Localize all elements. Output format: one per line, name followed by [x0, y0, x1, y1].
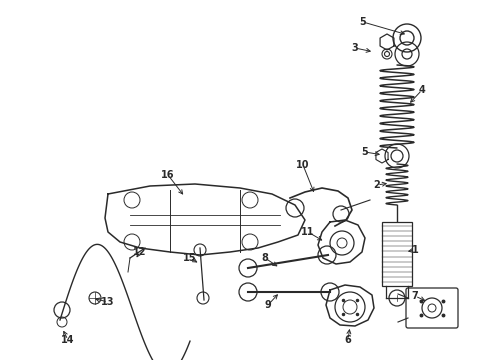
Text: 8: 8 [262, 253, 269, 263]
Text: 6: 6 [344, 335, 351, 345]
Text: 14: 14 [61, 335, 75, 345]
Text: 7: 7 [412, 291, 418, 301]
Text: 11: 11 [301, 227, 315, 237]
Text: 3: 3 [352, 43, 358, 53]
Text: 9: 9 [265, 300, 271, 310]
Text: 2: 2 [373, 180, 380, 190]
Text: 16: 16 [161, 170, 175, 180]
Text: 15: 15 [183, 253, 197, 263]
Text: 5: 5 [362, 147, 368, 157]
Text: 4: 4 [418, 85, 425, 95]
Text: 1: 1 [412, 245, 418, 255]
Bar [382, 222, 412, 286]
Text: 10: 10 [296, 160, 310, 170]
FancyBboxPatch shape [406, 288, 458, 328]
Text: 13: 13 [101, 297, 115, 307]
Text: 12: 12 [133, 247, 147, 257]
Text: 5: 5 [360, 17, 367, 27]
